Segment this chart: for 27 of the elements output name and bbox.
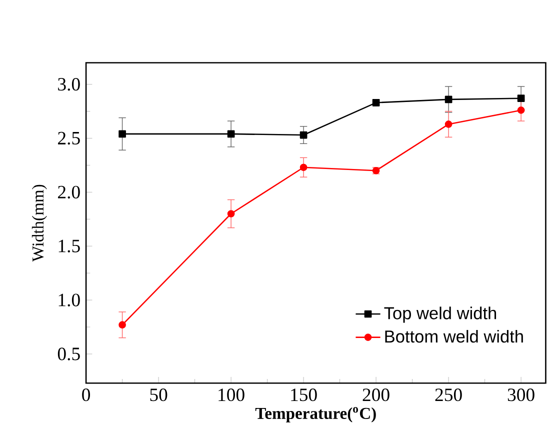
y-axis-title: Width(mm) <box>32 184 47 262</box>
point <box>118 321 126 328</box>
legend-label: Bottom weld width <box>385 330 523 342</box>
x-tick-label: 200 <box>362 388 390 402</box>
y-tick-label: 3.0 <box>58 78 80 91</box>
point <box>444 96 452 103</box>
point <box>300 164 308 171</box>
y-tick-label: 0.5 <box>58 347 80 360</box>
text: Temperature($^{o}$C) <box>255 406 376 422</box>
point <box>227 210 235 218</box>
y-tick-label: 1.5 <box>58 240 80 252</box>
x-tick-label: 150 <box>291 388 317 402</box>
y-tick-label: 2.0 <box>58 186 80 198</box>
legend-label: Top weld width <box>384 306 496 323</box>
point <box>517 106 525 114</box>
point <box>300 131 308 139</box>
point <box>517 94 525 102</box>
y-tick-label: 2.5 <box>58 132 80 144</box>
x-tick-label: 50 <box>150 388 168 402</box>
x-tick-label: 250 <box>435 388 462 402</box>
point <box>444 120 452 128</box>
x-tick-label: 100 <box>218 388 244 402</box>
point <box>118 130 126 138</box>
point <box>227 130 235 138</box>
x-tick-label: 0 <box>82 388 90 402</box>
y-tick-label: 1.0 <box>58 294 80 306</box>
x-tick-label: 300 <box>508 388 534 402</box>
